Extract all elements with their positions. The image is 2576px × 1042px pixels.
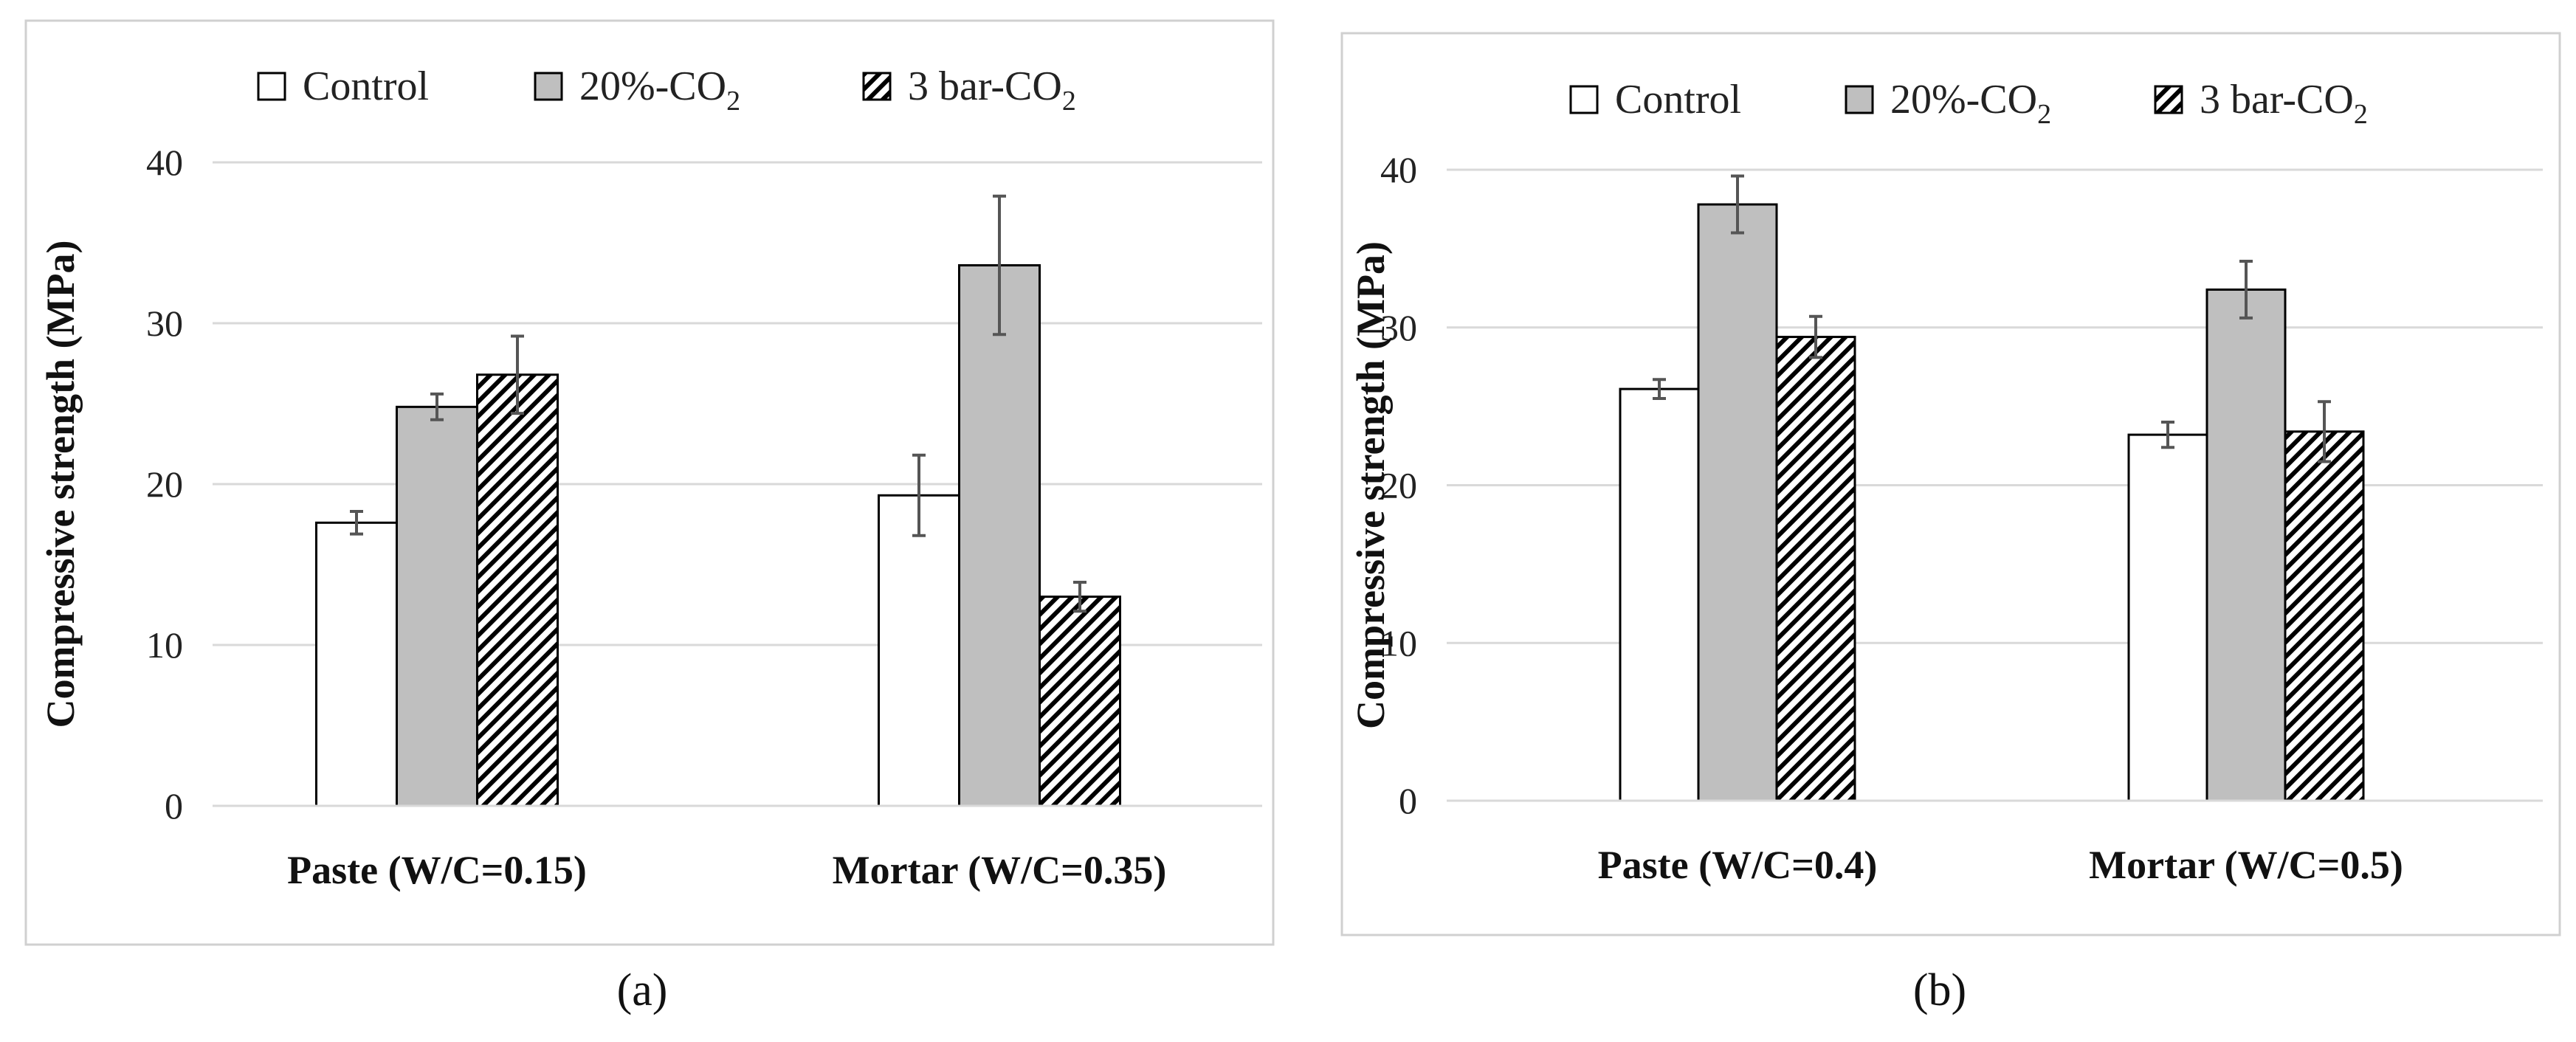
error-bar [511, 334, 524, 415]
y-tick-label: 40 [146, 142, 183, 183]
legend-swatch [1569, 85, 1599, 114]
y-tick-label: 20 [1380, 465, 1417, 506]
panel-caption: (b) [1913, 965, 1966, 1015]
legend-swatch [2154, 85, 2183, 114]
error-bar [1653, 378, 1666, 400]
legend-swatch [257, 72, 286, 101]
error-bar [2161, 421, 2174, 449]
legend-label: 20%-CO2 [1890, 77, 2051, 130]
bar-3-bar-co2-1 [476, 373, 559, 807]
y-tick-label: 20 [146, 463, 183, 505]
legend-label: 3 bar-CO2 [2200, 77, 2368, 130]
legend-label: 3 bar-CO2 [908, 63, 1076, 117]
error-bar [993, 194, 1006, 337]
bar-3-bar-co2-2 [1039, 596, 1121, 807]
bar-control-2 [2127, 433, 2208, 802]
y-tick-label: 30 [1380, 307, 1417, 348]
y-tick-label: 10 [146, 624, 183, 666]
legend-swatch [534, 72, 563, 101]
bar-control-1 [1619, 387, 1700, 802]
error-bar [1073, 580, 1086, 613]
legend-swatch [1845, 85, 1874, 114]
y-tick-label: 0 [165, 785, 183, 827]
error-bar [912, 453, 926, 537]
bar-20-co2-1 [396, 405, 478, 807]
bar-3-bar-co2-2 [2284, 430, 2365, 802]
error-bar [2239, 259, 2253, 320]
y-tick-label: 30 [146, 303, 183, 344]
y-axis-label: Compressive strength (MPa) [1349, 241, 1393, 729]
bar-20-co2-1 [1697, 203, 1778, 802]
chart-frame [1340, 32, 2561, 936]
x-category-label: Paste (W/C=0.4) [1598, 843, 1878, 887]
error-bar [1809, 314, 1822, 359]
error-bar [350, 510, 363, 536]
chart-frame [24, 19, 1275, 946]
x-category-label: Mortar (W/C=0.5) [2089, 843, 2403, 887]
legend-swatch [862, 72, 892, 101]
panel-caption: (a) [617, 965, 668, 1015]
bar-control-1 [315, 521, 398, 807]
x-category-label: Mortar (W/C=0.35) [833, 848, 1167, 892]
error-bar [1731, 174, 1744, 235]
chart-panel-a: 0 10 20 30 40 Compressive strength (MPa) Paste… [24, 19, 1275, 1015]
y-tick-label: 10 [1380, 622, 1417, 663]
x-category-label: Paste (W/C=0.15) [287, 848, 587, 892]
legend-label: Control [303, 63, 429, 109]
bar-3-bar-co2-1 [1775, 336, 1856, 802]
y-axis-label: Compressive strength (MPa) [38, 241, 83, 728]
y-tick-label: 0 [1399, 780, 1417, 821]
y-tick-label: 40 [1380, 149, 1417, 190]
bar-20-co2-2 [2205, 288, 2287, 802]
bar-control-2 [878, 494, 960, 807]
error-bar [2318, 400, 2331, 463]
bar-20-co2-2 [958, 264, 1041, 807]
legend-label: 20%-CO2 [579, 63, 740, 117]
chart-panel-b: 0 10 20 30 40 Compressive strength (MPa) Paste… [1340, 32, 2561, 1015]
legend-label: Control [1615, 77, 1741, 123]
error-bar [430, 392, 444, 421]
